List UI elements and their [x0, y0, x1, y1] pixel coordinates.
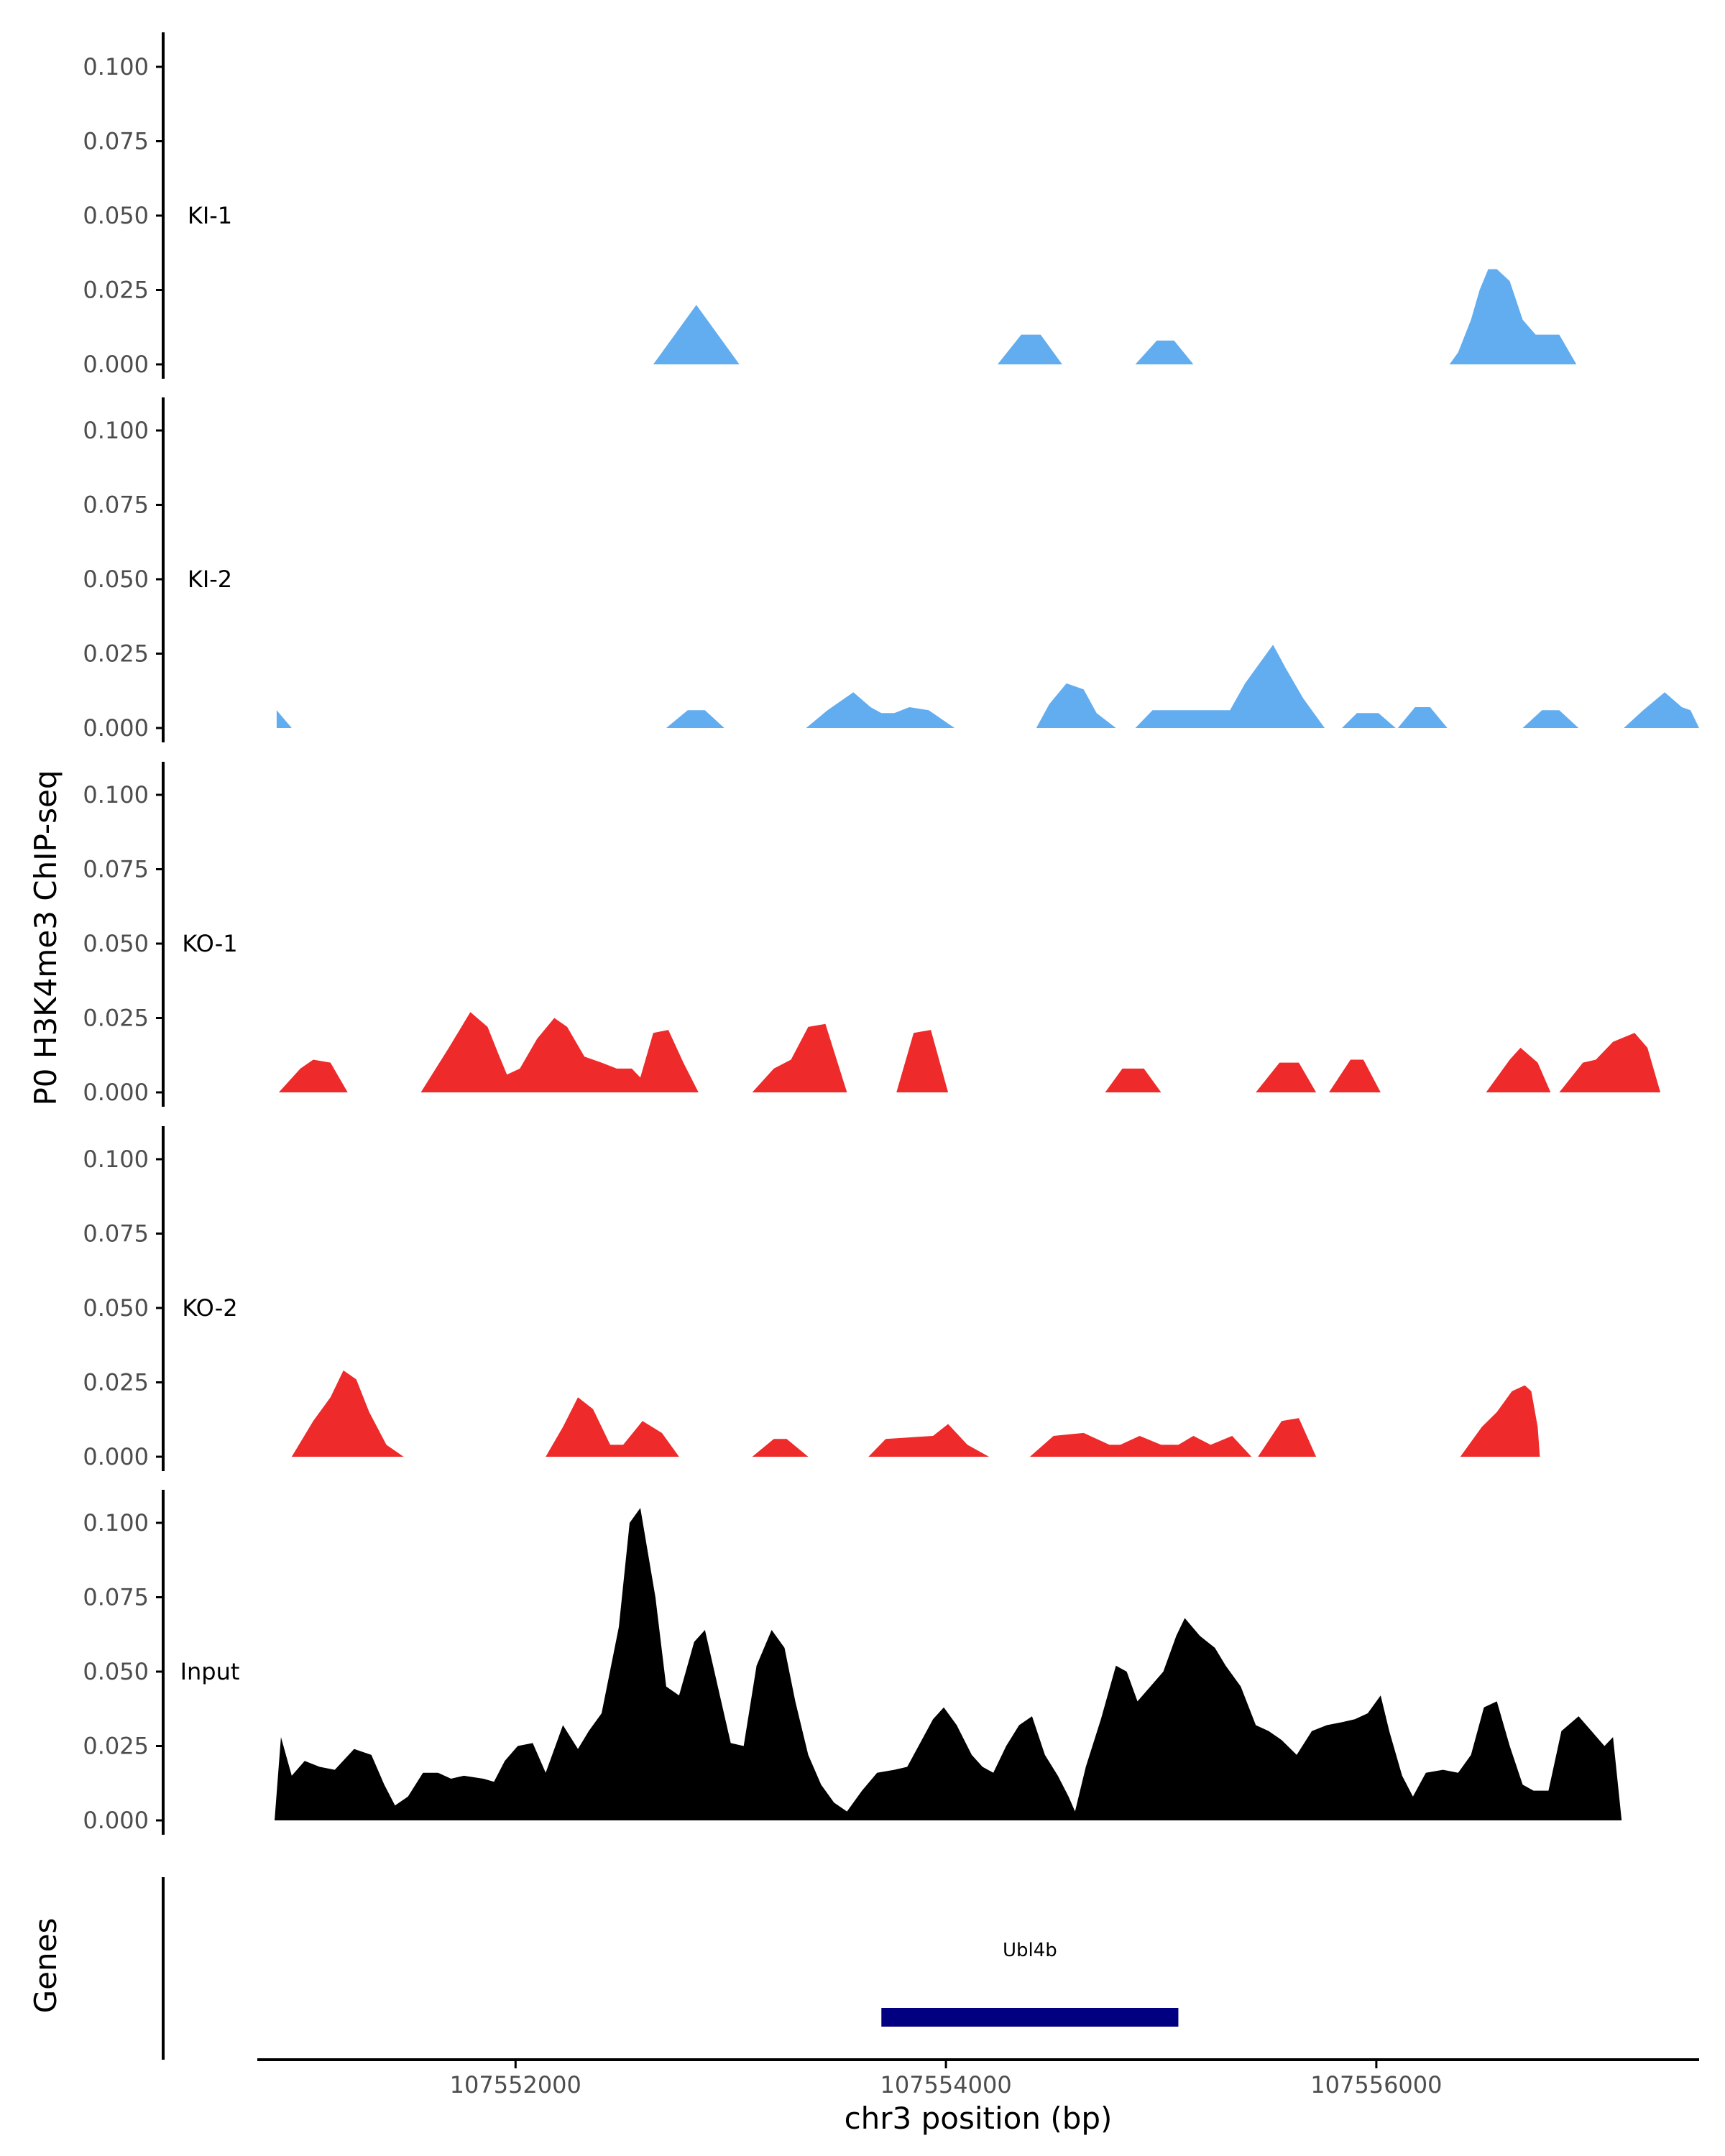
- y-tick-label: 0.075: [83, 128, 149, 155]
- y-tick-label: 0.050: [83, 1294, 149, 1322]
- y-tick-label: 0.000: [83, 351, 149, 378]
- gene-label: Ubl4b: [1003, 1940, 1057, 1961]
- track-label: KO-1: [182, 930, 237, 957]
- gene-body: [881, 2008, 1179, 2027]
- y-tick-label: 0.000: [83, 1443, 149, 1470]
- y-tick-label: 0.050: [83, 566, 149, 593]
- y-tick-label: 0.025: [83, 1005, 149, 1032]
- x-tick-label: 107554000: [880, 2071, 1011, 2099]
- y-tick-label: 0.100: [83, 1509, 149, 1537]
- track-label: KI-2: [188, 566, 232, 593]
- y-tick-label: 0.000: [83, 1807, 149, 1834]
- y-tick-label: 0.025: [83, 640, 149, 668]
- coverage-area: [291, 1370, 1540, 1457]
- track-label: Input: [180, 1658, 240, 1685]
- gene-panel-title: Genes: [28, 1918, 63, 2014]
- y-tick-label: 0.075: [83, 492, 149, 519]
- y-tick-label: 0.100: [83, 53, 149, 80]
- y-tick-label: 0.075: [83, 1584, 149, 1611]
- track-ko-2: 0.000 0.025 0.050 0.075 0.100 KO-2: [83, 1126, 1540, 1471]
- y-tick-label: 0.050: [83, 1658, 149, 1685]
- y-tick-label: 0.000: [83, 714, 149, 742]
- gene-panel: Genes Ubl4b: [28, 1877, 1179, 2060]
- coverage-area: [278, 1012, 1661, 1092]
- track-ki-1: 0.000 0.025 0.050 0.075 0.100 KI-1: [83, 32, 1577, 379]
- y-axis-title: P0 H3K4me3 ChIP-seq: [28, 770, 63, 1105]
- y-tick-label: 0.050: [83, 930, 149, 957]
- x-axis: 107552000 107554000 107556000 chr3 positio…: [257, 2058, 1699, 2136]
- track-label: KO-2: [182, 1294, 237, 1322]
- track-ki-2: 0.000 0.025 0.050 0.075 0.100 KI-2: [83, 397, 1699, 742]
- coverage-area: [275, 1508, 1622, 1820]
- track-label: KI-1: [188, 202, 232, 229]
- y-tick-label: 0.100: [83, 417, 149, 444]
- y-tick-label: 0.075: [83, 1220, 149, 1248]
- x-tick-label: 107556000: [1310, 2071, 1442, 2099]
- x-ticks: 107552000 107554000 107556000: [450, 2060, 1443, 2099]
- coverage-area: [276, 645, 1699, 728]
- y-tick-label: 0.050: [83, 202, 149, 229]
- x-tick-label: 107552000: [450, 2071, 581, 2099]
- tracks-layer: 0.0000.0250.0500.0750.100KI-10.0000.0250…: [83, 32, 1699, 1835]
- x-axis-title: chr3 position (bp): [845, 2101, 1113, 2136]
- track-ko-1: 0.000 0.025 0.050 0.075 0.100 KO-1: [83, 762, 1661, 1107]
- y-tick-label: 0.075: [83, 856, 149, 883]
- y-tick-label: 0.025: [83, 277, 149, 304]
- y-tick-label: 0.000: [83, 1079, 149, 1106]
- track-input: 0.000 0.025 0.050 0.075 0.100 Input: [83, 1490, 1622, 1835]
- y-tick-label: 0.025: [83, 1733, 149, 1760]
- y-tick-label: 0.025: [83, 1369, 149, 1396]
- coverage-area: [653, 269, 1577, 364]
- gene-items: Ubl4b: [881, 1940, 1179, 2027]
- y-tick-label: 0.100: [83, 1146, 149, 1173]
- y-tick-label: 0.100: [83, 781, 149, 808]
